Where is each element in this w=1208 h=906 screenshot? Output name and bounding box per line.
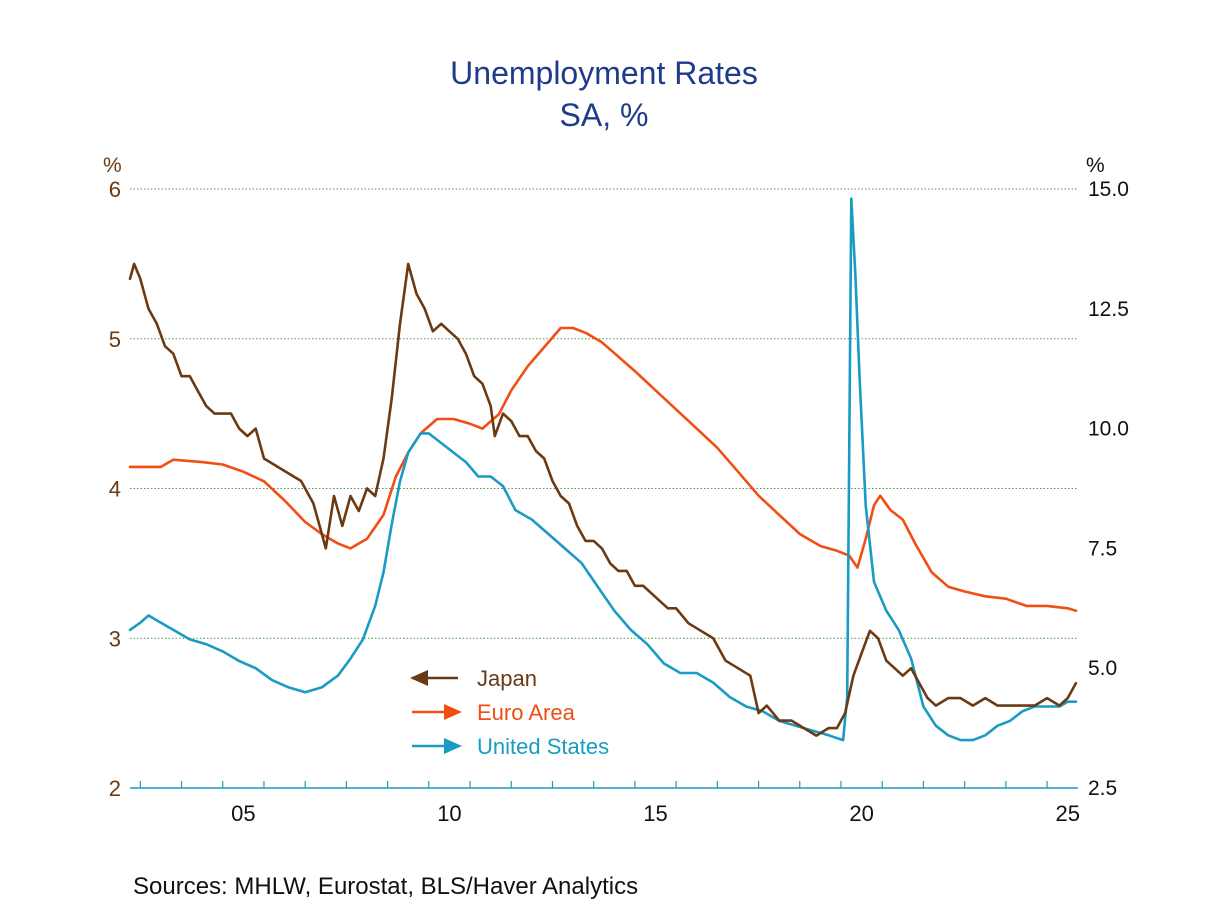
left-tick-label: 2 bbox=[109, 776, 121, 801]
right-tick-label: 7.5 bbox=[1088, 537, 1117, 560]
right-axis-unit: % bbox=[1086, 154, 1105, 177]
left-axis-unit: % bbox=[103, 154, 122, 177]
x-tick-label: 05 bbox=[231, 801, 255, 826]
legend-label-united-states: United States bbox=[477, 734, 609, 759]
legend: Japan Euro Area United States bbox=[410, 666, 609, 759]
left-tick-label: 4 bbox=[109, 477, 121, 502]
x-tick-label: 15 bbox=[643, 801, 667, 826]
series-line-euro-area bbox=[128, 326, 1078, 612]
series-line-united-states bbox=[128, 197, 1078, 742]
legend-label-euro-area: Euro Area bbox=[477, 700, 576, 725]
x-tick-label: 20 bbox=[849, 801, 873, 826]
series-line-japan bbox=[128, 262, 1078, 737]
chart-title: Unemployment Rates bbox=[450, 55, 758, 91]
legend-arrow-icon bbox=[444, 738, 462, 754]
legend-arrow-icon bbox=[444, 704, 462, 720]
legend-arrow-icon bbox=[410, 670, 428, 686]
right-tick-label: 15.0 bbox=[1088, 178, 1129, 201]
chart-subtitle: SA, % bbox=[560, 97, 649, 133]
left-tick-label: 5 bbox=[109, 327, 121, 352]
left-tick-label: 3 bbox=[109, 626, 121, 651]
right-tick-label: 2.5 bbox=[1088, 777, 1117, 800]
series-lines bbox=[128, 197, 1078, 742]
right-tick-label: 12.5 bbox=[1088, 298, 1129, 321]
right-axis-ticks: 2.5 5.0 7.5 10.0 12.5 15.0 bbox=[1088, 178, 1129, 800]
left-tick-label: 6 bbox=[109, 177, 121, 202]
x-tick-label: 10 bbox=[437, 801, 461, 826]
right-tick-label: 5.0 bbox=[1088, 657, 1117, 680]
x-tick-label: 25 bbox=[1055, 801, 1079, 826]
gridlines bbox=[130, 188, 1078, 639]
source-note: Sources: MHLW, Eurostat, BLS/Haver Analy… bbox=[133, 873, 638, 900]
legend-label-japan: Japan bbox=[477, 666, 537, 691]
left-axis-ticks: 2 3 4 5 6 bbox=[109, 177, 121, 801]
x-axis-ticks: 05 10 15 20 25 bbox=[231, 801, 1080, 826]
x-axis bbox=[130, 781, 1078, 789]
right-tick-label: 10.0 bbox=[1088, 418, 1129, 441]
